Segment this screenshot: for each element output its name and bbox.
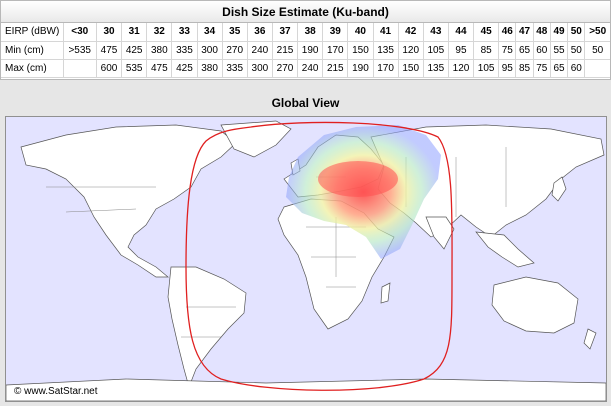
table-cell: 270 [272, 59, 299, 78]
japan [551, 176, 567, 202]
table-cell: 170 [322, 41, 349, 60]
table-cell: 120 [448, 59, 475, 78]
table-title: Dish Size Estimate (Ku-band) [1, 1, 610, 23]
map-title: Global View [271, 96, 340, 110]
table-row: Max (cm) 600 535 475 425 380 335 300 270 240 215 19… [1, 59, 610, 78]
row-label: EIRP (dBW) [1, 23, 64, 42]
table-cell: 33 [171, 23, 198, 42]
table-cell: 95 [498, 59, 517, 78]
table-cell: 50 [567, 23, 586, 42]
table-row: EIRP (dBW) <30 30 31 32 33 34 35 36 37 38 39 40 41 42 4… [1, 23, 610, 42]
table-cell: 60 [567, 59, 586, 78]
table-cell: 300 [197, 41, 223, 60]
table-cell: 50 [567, 41, 586, 60]
table-cell: 43 [423, 23, 449, 42]
india [425, 216, 455, 250]
table-cell: 335 [222, 59, 248, 78]
table-cell [63, 59, 97, 78]
table-cell: 170 [373, 59, 399, 78]
dish-size-table: EIRP (dBW) <30 30 31 32 33 34 35 36 37 38 39 40 41 42 4… [1, 23, 610, 78]
dish-size-table-panel: Dish Size Estimate (Ku-band) EIRP (dBW) <… [0, 0, 611, 80]
row-label: Min (cm) [1, 41, 64, 60]
table-cell: <30 [63, 23, 97, 42]
footprint-core [318, 161, 398, 197]
table-cell: 600 [96, 59, 123, 78]
south-america [167, 266, 247, 389]
table-cell: 65 [550, 59, 569, 78]
table-cell: 40 [347, 23, 374, 42]
table-cell: 60 [533, 41, 551, 60]
table-cell: 475 [96, 41, 123, 60]
table-cell: 49 [550, 23, 569, 42]
table-cell: >50 [584, 23, 610, 42]
table-cell: 425 [171, 59, 198, 78]
coverage-outline [185, 121, 453, 391]
table-cell: 31 [121, 23, 148, 42]
world-map-svg [6, 117, 606, 401]
australia [491, 276, 579, 334]
table-cell: 42 [398, 23, 424, 42]
table-cell: 55 [550, 41, 569, 60]
table-cell: 380 [197, 59, 223, 78]
row-label: Max (cm) [1, 59, 64, 78]
table-cell: 135 [373, 41, 399, 60]
table-cell: 105 [423, 41, 449, 60]
north-america [20, 124, 237, 278]
table-cell: 32 [146, 23, 173, 42]
table-cell: 240 [297, 59, 324, 78]
southeast-asia [475, 231, 535, 268]
world-map[interactable]: © www.SatStar.net [5, 116, 607, 402]
table-cell: 39 [322, 23, 349, 42]
table-cell: 44 [448, 23, 475, 42]
table-cell: 50 [584, 41, 610, 60]
table-cell: 37 [272, 23, 299, 42]
table-cell: 120 [398, 41, 424, 60]
table-cell: 475 [146, 59, 173, 78]
table-cell: 240 [247, 41, 273, 60]
table-cell: 45 [473, 23, 500, 42]
table-cell: 105 [473, 59, 500, 78]
table-cell: 30 [96, 23, 123, 42]
table-cell: 335 [171, 41, 198, 60]
greenland [220, 120, 292, 158]
table-cell [584, 59, 610, 78]
table-cell: 36 [247, 23, 273, 42]
table-cell: 150 [398, 59, 424, 78]
table-cell: 425 [121, 41, 148, 60]
table-cell: 48 [533, 23, 551, 42]
new-zealand [583, 328, 597, 350]
table-cell: 47 [515, 23, 534, 42]
table-cell: 34 [197, 23, 223, 42]
table-cell: 38 [297, 23, 324, 42]
table-cell: 135 [423, 59, 449, 78]
table-cell: 300 [247, 59, 273, 78]
table-cell: 85 [515, 59, 534, 78]
table-cell: 95 [448, 41, 475, 60]
table-cell: 75 [533, 59, 551, 78]
table-cell: 190 [347, 59, 374, 78]
table-cell: 85 [473, 41, 500, 60]
table-cell: >535 [63, 41, 97, 60]
table-cell: 41 [373, 23, 399, 42]
table-cell: 535 [121, 59, 148, 78]
table-cell: 215 [272, 41, 299, 60]
table-cell: 35 [222, 23, 248, 42]
table-cell: 190 [297, 41, 324, 60]
table-cell: 65 [515, 41, 534, 60]
beam-footprint [286, 125, 441, 259]
table-cell: 215 [322, 59, 349, 78]
table-cell: 46 [498, 23, 517, 42]
table-cell: 75 [498, 41, 517, 60]
table-row: Min (cm) >535 475 425 380 335 300 270 240 215 190 1… [1, 41, 610, 60]
table-cell: 270 [222, 41, 248, 60]
madagascar [380, 282, 391, 304]
table-cell: 150 [347, 41, 374, 60]
table-cell: 380 [146, 41, 173, 60]
copyright-text: © www.SatStar.net [14, 386, 98, 397]
